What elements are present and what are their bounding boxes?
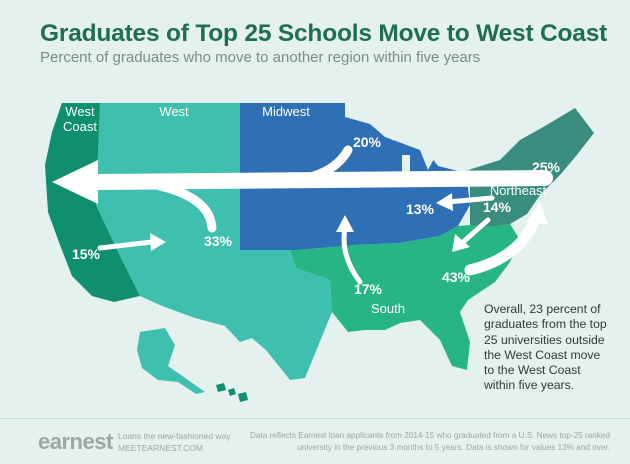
chart-title: Graduates of Top 25 Schools Move to West… — [40, 20, 608, 47]
region-northeast — [462, 108, 594, 227]
arrowhead-west-coast — [52, 160, 98, 204]
chart-subtitle: Percent of graduates who move to another… — [40, 49, 481, 66]
flow-label-northeast-to-south: 14% — [483, 199, 512, 215]
region-label-west-coast-line1: West — [65, 104, 95, 119]
arrow-south-to-midwest — [341, 225, 363, 285]
arrow-west-to-west-coast — [155, 181, 217, 233]
region-south — [240, 224, 520, 370]
great-lakes — [392, 126, 478, 186]
flow-label-south-to-midwest: 17% — [354, 281, 383, 297]
arrow-northeast-to-midwest — [445, 195, 495, 205]
arrow-heads — [52, 160, 548, 252]
arrowhead-south — [452, 234, 470, 252]
arrowhead-midwest-left — [436, 193, 453, 211]
flow-label-midwest-to-west-coast: 20% — [353, 134, 382, 150]
arrow-northeast-to-south — [459, 217, 491, 246]
flow-label-west-coast-to-west: 15% — [72, 246, 101, 262]
footer: earnest Loans the new-fashioned way MEET… — [0, 418, 630, 464]
region-label-west-coast-line2: Coast — [63, 119, 97, 134]
arrowhead-midwest-up — [336, 215, 354, 232]
alaska — [137, 328, 205, 394]
region-label-midwest: Midwest — [262, 104, 310, 119]
summary-note: Overall, 23 percent of graduates from th… — [484, 302, 607, 393]
website-link[interactable]: MEETEARNEST.COM — [118, 443, 204, 453]
hawaii — [216, 383, 248, 402]
flow-label-northeast-to-midwest: 13% — [406, 201, 435, 217]
us-region-map: West Coast West Midwest Northeast South … — [45, 103, 594, 402]
earnest-logo[interactable]: earnest — [38, 429, 113, 454]
arrow-south-to-northeast — [464, 212, 542, 276]
flow-label-northeast-to-west-coast: 25% — [532, 159, 561, 175]
flow-arrows — [87, 145, 553, 285]
arrowhead-west — [150, 233, 166, 251]
tagline-text: Loans the new-fashioned way — [118, 431, 231, 441]
arrow-midwest-to-west-coast — [265, 145, 353, 187]
region-label-northeast: Northeast — [490, 183, 547, 198]
region-west-coast — [45, 103, 140, 302]
flow-label-west-to-west-coast: 33% — [204, 233, 233, 249]
arrow-northeast-to-west-coast — [87, 170, 553, 190]
flow-label-south-to-northeast: 43% — [442, 269, 471, 285]
region-label-west: West — [159, 104, 189, 119]
arrow-west-coast-to-west — [97, 239, 155, 251]
tagline: Loans the new-fashioned way MEETEARNEST.… — [118, 430, 230, 454]
region-label-south: South — [371, 301, 405, 316]
arrowhead-northeast — [526, 202, 548, 224]
data-disclaimer: Data reflects Earnest loan applicants fr… — [250, 431, 610, 452]
region-west — [96, 103, 332, 380]
